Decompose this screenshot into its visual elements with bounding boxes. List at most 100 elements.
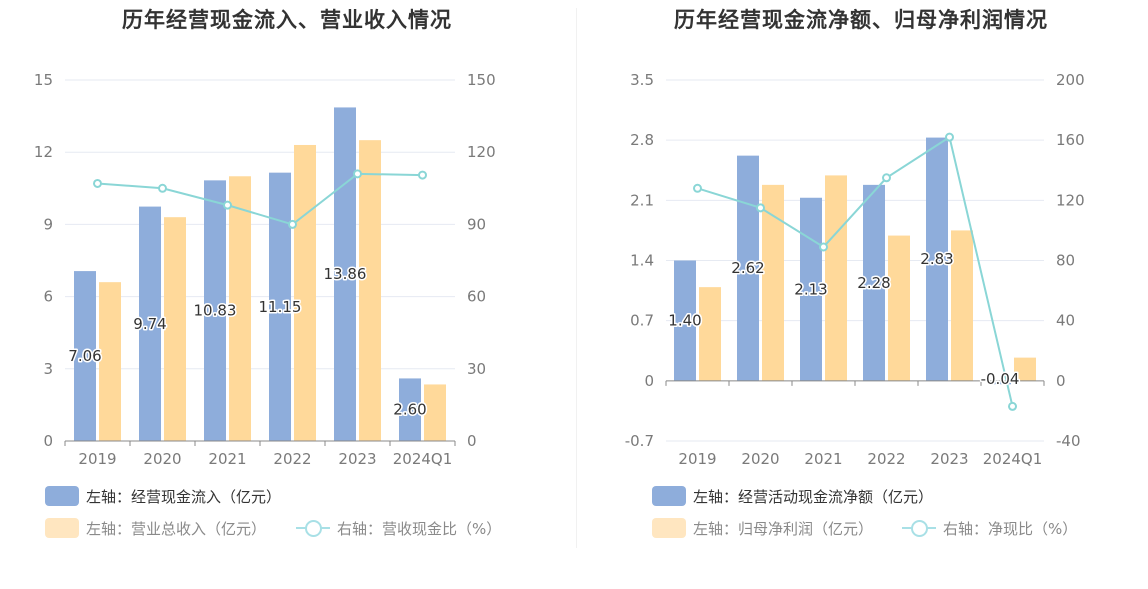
legend-swatch-bar1 — [652, 486, 686, 506]
chart-plot: -0.7 -40 0 0 0.7 40 1.4 80 2.1 120 2.8 160 3.5 200 201… — [625, 71, 1085, 468]
legend-item-bar1[interactable]: 左轴：经营活动现金流净额（亿元） — [652, 485, 933, 507]
x-tick-label: 2021 — [804, 450, 842, 468]
bar-series2 — [229, 176, 251, 441]
data-label: 2.62 — [731, 259, 764, 277]
y-tick-left: 0 — [43, 432, 53, 450]
x-tick-label: 2024Q1 — [983, 450, 1043, 468]
chart-panel-netcash-profit: 历年经营现金流净额、归母净利润情况 -0.7 -40 0 0 0.7 40 1.4 80 2.1… — [574, 0, 1148, 589]
bar-series2 — [294, 144, 316, 442]
data-label: 2.60 — [393, 401, 426, 419]
x-tick-label: 2022 — [867, 450, 905, 468]
line-point — [353, 169, 362, 179]
y-tick-right: 160 — [1056, 131, 1085, 149]
x-tick-label: 2020 — [741, 450, 779, 468]
line-point — [223, 200, 232, 210]
legend-label: 左轴：经营现金流入（亿元） — [86, 487, 282, 506]
legend-swatch-bar1 — [45, 486, 79, 506]
legend-item-bar2[interactable]: 左轴：营业总收入（亿元） — [45, 517, 266, 539]
line-point — [756, 203, 765, 213]
legend-item-bar1[interactable]: 左轴：经营现金流入（亿元） — [45, 485, 281, 507]
data-label: -0.04 — [981, 370, 1020, 388]
bar-series1 — [269, 172, 291, 441]
bar-series1 — [334, 107, 356, 441]
bar-series1 — [863, 184, 885, 381]
y-tick-left: 3.5 — [630, 71, 654, 89]
data-label: 2.13 — [794, 280, 827, 298]
data-label: 1.40 — [668, 312, 701, 330]
y-tick-left: -0.7 — [625, 432, 654, 450]
bar-series1 — [737, 155, 759, 381]
bar-series2 — [164, 217, 186, 441]
data-label: 11.15 — [259, 298, 302, 316]
y-tick-left: 0.7 — [630, 312, 654, 330]
bar-series2 — [1014, 357, 1036, 381]
y-tick-right: 80 — [1056, 252, 1075, 270]
x-tick-label: 2024Q1 — [393, 450, 453, 468]
legend-item-line[interactable]: 右轴：营收现金比（%） — [296, 517, 501, 539]
legend-label: 右轴：净现比（%） — [943, 519, 1078, 538]
bar-series2 — [99, 282, 121, 441]
line-point — [882, 173, 891, 183]
bar-series2 — [762, 184, 784, 381]
line-point — [945, 132, 954, 142]
line-point — [1008, 401, 1017, 411]
y-tick-right: 120 — [467, 143, 496, 161]
x-tick-label: 2023 — [930, 450, 968, 468]
y-tick-right: 90 — [467, 215, 486, 233]
bar-series2 — [825, 175, 847, 381]
x-tick-label: 2022 — [273, 450, 311, 468]
data-label: 2.83 — [920, 250, 953, 268]
panel-divider — [576, 8, 577, 548]
bar-series2 — [424, 384, 446, 441]
y-tick-right: 150 — [467, 71, 496, 89]
bar-series1 — [399, 378, 421, 441]
line-point — [819, 242, 828, 252]
y-tick-left: 3 — [43, 360, 53, 378]
chart-panel-cashflow-revenue: 历年经营现金流入、营业收入情况 0 0 3 30 6 60 9 90 12 120 15 150 201… — [34, 8, 501, 539]
legend-swatch-bar2 — [652, 518, 686, 538]
bar-series2 — [359, 140, 381, 441]
chart-title: 历年经营现金流净额、归母净利润情况 — [674, 8, 1048, 32]
legend-item-bar2[interactable]: 左轴：归母净利润（亿元） — [652, 517, 873, 539]
line-series — [97, 172, 423, 226]
x-tick-label: 2019 — [78, 450, 116, 468]
data-label: 9.74 — [133, 315, 166, 333]
line-point — [288, 219, 297, 229]
legend-label: 左轴：营业总收入（亿元） — [86, 519, 267, 538]
bar-series2 — [888, 235, 910, 381]
y-tick-left: 6 — [43, 288, 53, 306]
legend-line-icon — [902, 518, 936, 538]
legend-label: 左轴：归母净利润（亿元） — [693, 519, 874, 538]
x-tick-label: 2020 — [143, 450, 181, 468]
y-tick-left: 0 — [644, 372, 654, 390]
y-tick-right: 60 — [467, 288, 486, 306]
y-tick-left: 9 — [43, 215, 53, 233]
bar-series1 — [674, 260, 696, 381]
line-point — [158, 183, 167, 193]
x-tick-label: 2019 — [678, 450, 716, 468]
legend-item-line[interactable]: 右轴：净现比（%） — [902, 517, 1077, 539]
y-tick-left: 12 — [34, 143, 53, 161]
line-point — [418, 170, 427, 180]
y-tick-left: 2.8 — [630, 131, 654, 149]
x-tick-label: 2021 — [208, 450, 246, 468]
data-label: 10.83 — [194, 302, 237, 320]
data-label: 7.06 — [68, 347, 101, 365]
line-point — [93, 178, 102, 188]
legend-line-icon — [296, 518, 330, 538]
y-tick-right: 120 — [1056, 191, 1085, 209]
y-tick-right: 30 — [467, 360, 486, 378]
legend-label: 右轴：营收现金比（%） — [337, 519, 502, 538]
y-tick-right: 200 — [1056, 71, 1085, 89]
bar-series1 — [139, 206, 161, 441]
y-tick-left: 2.1 — [630, 191, 654, 209]
legend-swatch-bar2 — [45, 518, 79, 538]
bar-series2 — [951, 230, 973, 381]
y-tick-left: 15 — [34, 71, 53, 89]
legend-label: 左轴：经营活动现金流净额（亿元） — [693, 487, 934, 506]
bar-series1 — [926, 137, 948, 381]
data-label: 2.28 — [857, 274, 890, 292]
y-tick-right: 40 — [1056, 312, 1075, 330]
y-tick-left: 1.4 — [630, 252, 654, 270]
y-tick-right: 0 — [467, 432, 477, 450]
